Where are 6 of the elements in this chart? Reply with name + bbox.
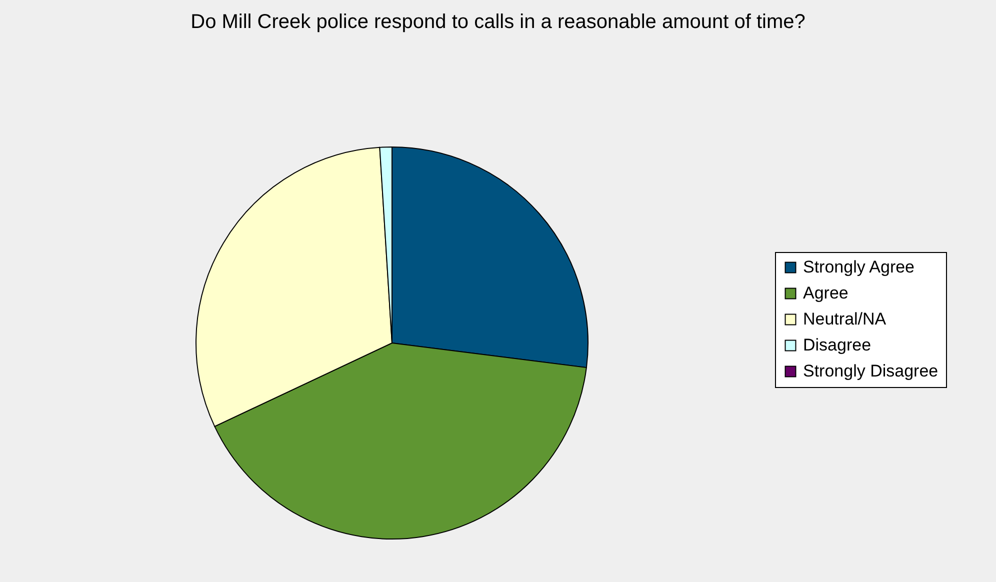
legend-label: Disagree xyxy=(803,336,872,354)
legend-label: Neutral/NA xyxy=(803,310,887,328)
legend-label: Agree xyxy=(803,284,848,302)
legend-label: Strongly Agree xyxy=(803,258,915,276)
legend-label: Strongly Disagree xyxy=(803,362,938,380)
chart-title: Do Mill Creek police respond to calls in a reasonable amount of time? xyxy=(190,11,806,33)
